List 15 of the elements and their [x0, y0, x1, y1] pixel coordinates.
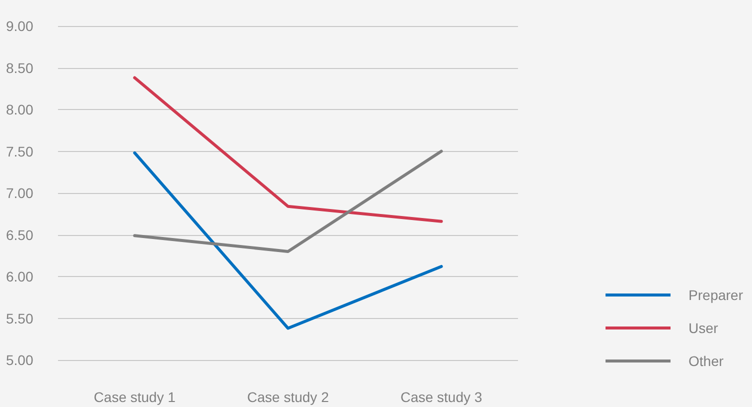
legend-label: User: [688, 320, 718, 336]
y-tick-label: 7.00: [6, 185, 34, 201]
y-tick-label: 6.50: [6, 226, 34, 243]
x-tick-label: Case study 3: [400, 389, 482, 405]
y-tick-label: 6.00: [6, 268, 34, 284]
legend-label: Preparer: [688, 287, 744, 303]
x-tick-label: Case study 1: [94, 389, 176, 405]
y-tick-label: 8.50: [6, 60, 34, 76]
y-tick-label: 9.00: [6, 18, 34, 34]
y-tick-label: 7.50: [6, 143, 34, 160]
y-tick-label: 5.00: [6, 352, 34, 368]
legend-label: Other: [688, 353, 724, 369]
y-tick-label: 5.50: [6, 310, 34, 326]
y-tick-label: 8.00: [6, 102, 34, 118]
x-tick-label: Case study 2: [247, 389, 330, 405]
